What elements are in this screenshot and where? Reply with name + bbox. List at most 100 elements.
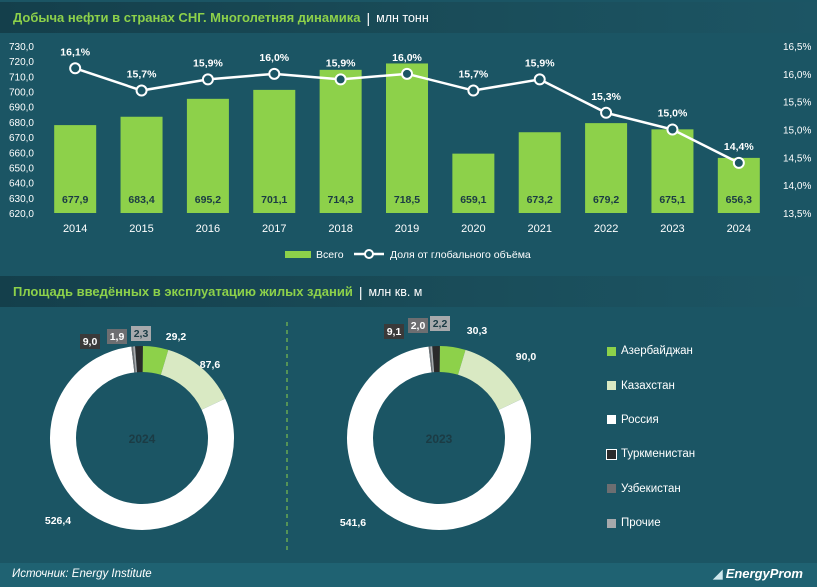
line-value-label: 14,4% — [724, 141, 754, 153]
line-point — [69, 62, 82, 75]
line-value-label: 15,7% — [127, 69, 157, 81]
donut-value-label: 2,2 — [433, 318, 448, 330]
donut-label-box — [384, 324, 404, 339]
donut-chart-2023: 2023 9,1 2,0 2,2 30,3 90,0 541,6 — [340, 316, 537, 530]
line-point — [533, 73, 546, 86]
line-value-label: 16,0% — [392, 52, 422, 64]
bar-value-label: 673,2 — [527, 194, 553, 206]
x-axis-tick-label: 2018 — [328, 223, 352, 235]
section-title: Площадь введённых в эксплуатацию жилых з… — [13, 284, 353, 299]
donut-slice — [439, 346, 466, 375]
line-point — [401, 67, 413, 80]
bar — [54, 125, 97, 213]
bar — [319, 69, 362, 213]
y-axis-tick-label: 620,0 — [9, 209, 34, 220]
x-axis-tick-label: 2024 — [727, 223, 751, 235]
donut-value-label: 2,0 — [411, 320, 426, 332]
bar-value-label: 683,4 — [128, 194, 154, 206]
legend-swatch-bar — [285, 251, 311, 258]
y-axis-tick-label: 690,0 — [9, 103, 34, 114]
line-point — [600, 106, 613, 119]
bar — [253, 89, 296, 213]
x-axis-tick-label: 2023 — [660, 223, 684, 235]
section-unit: млн кв. м — [368, 284, 423, 299]
bar-value-label: 701,1 — [261, 194, 287, 206]
donut-slice — [142, 346, 169, 375]
legend-label: Россия — [621, 413, 659, 426]
donut-value-label: 1,9 — [110, 331, 125, 343]
bar-value-label: 718,5 — [394, 194, 420, 206]
brand-icon: ◢ — [712, 566, 723, 581]
y2-axis-tick-label: 14,0% — [783, 181, 811, 192]
bar — [651, 129, 694, 213]
footer: Источник: Energy Institute ◢ EnergyProm — [0, 563, 817, 587]
donut-value-label: 9,1 — [387, 326, 402, 338]
legend-label: Всего — [316, 249, 344, 261]
x-axis-tick-label: 2019 — [395, 223, 419, 235]
line-value-label: 15,9% — [525, 57, 555, 69]
y2-axis-tick-label: 16,5% — [783, 42, 811, 53]
y-axis-tick-label: 680,0 — [9, 118, 34, 129]
donut-slice — [347, 346, 531, 530]
legend-swatch — [607, 381, 616, 391]
donut-value-label: 30,3 — [467, 325, 488, 337]
donut-value-label: 2,3 — [134, 328, 149, 340]
donut-label-box — [131, 326, 151, 341]
donut-chart-2024: 2024 9,0 1,9 2,3 29,2 87,6 526,4 — [45, 326, 234, 530]
legend-label: Казахстан — [621, 379, 675, 392]
line-value-label: 15,9% — [326, 57, 356, 69]
legend-label: Узбекистан — [621, 482, 681, 495]
legend-item: Азербайджан — [607, 334, 807, 368]
y-axis-tick-label: 630,0 — [9, 194, 34, 205]
donut-label-box — [107, 329, 127, 344]
y2-axis-tick-label: 14,5% — [783, 153, 811, 164]
bar — [518, 132, 561, 213]
legend-swatch — [607, 415, 616, 425]
donut-center-label: 2024 — [129, 432, 156, 446]
donut-label-box — [80, 334, 100, 349]
donut-value-label: 87,6 — [200, 359, 221, 371]
donut-label-box — [430, 316, 450, 331]
donut-value-label: 541,6 — [340, 517, 366, 529]
line-point — [135, 84, 148, 97]
line-point — [732, 156, 745, 169]
brand-logo: ◢ EnergyProm — [713, 566, 803, 582]
legend-label: Азербайджан — [621, 345, 693, 358]
y-axis-tick-label: 650,0 — [9, 163, 34, 174]
x-axis-tick-label: 2016 — [196, 223, 220, 235]
x-axis-tick-label: 2021 — [527, 223, 551, 235]
bar — [186, 98, 229, 213]
legend-item: Туркменистан — [606, 437, 807, 471]
source-note: Источник: Energy Institute — [12, 568, 152, 580]
donut-label-box — [408, 318, 428, 333]
legend-item: Прочие — [607, 506, 807, 540]
legend-label: Туркменистан — [621, 448, 696, 461]
bar-value-label: 675,1 — [659, 194, 685, 206]
chart-unit: млн тонн — [376, 10, 429, 25]
donut-value-label: 29,2 — [166, 331, 187, 343]
line-value-label: 15,0% — [658, 108, 688, 120]
y-axis-tick-label: 730,0 — [9, 42, 34, 53]
line-point — [467, 84, 480, 97]
donut-value-label: 90,0 — [516, 351, 537, 363]
bar — [120, 116, 163, 213]
line-point — [334, 73, 347, 86]
donut-legend: Азербайджан Казахстан Россия Туркменистан Уз… — [606, 334, 807, 540]
donut-value-label: 526,4 — [45, 515, 71, 527]
legend-swatch-marker — [364, 249, 374, 259]
y2-axis-tick-label: 13,5% — [783, 209, 811, 220]
line-point — [201, 73, 214, 86]
y2-axis-tick-label: 15,5% — [783, 98, 811, 109]
legend-swatch — [607, 518, 616, 528]
y-axis-tick-label: 700,0 — [9, 88, 34, 99]
donut-value-label: 9,0 — [83, 336, 98, 348]
bar-value-label: 659,1 — [460, 194, 486, 206]
y-axis-tick-label: 670,0 — [9, 133, 34, 144]
line-value-label: 15,7% — [458, 69, 488, 81]
legend-swatch — [606, 448, 617, 460]
line-value-label: 15,9% — [193, 57, 223, 69]
donut-slice — [50, 346, 234, 530]
x-axis-tick-label: 2017 — [262, 223, 286, 235]
donut-center-label: 2023 — [426, 432, 453, 446]
bar-value-label: 677,9 — [62, 194, 88, 206]
